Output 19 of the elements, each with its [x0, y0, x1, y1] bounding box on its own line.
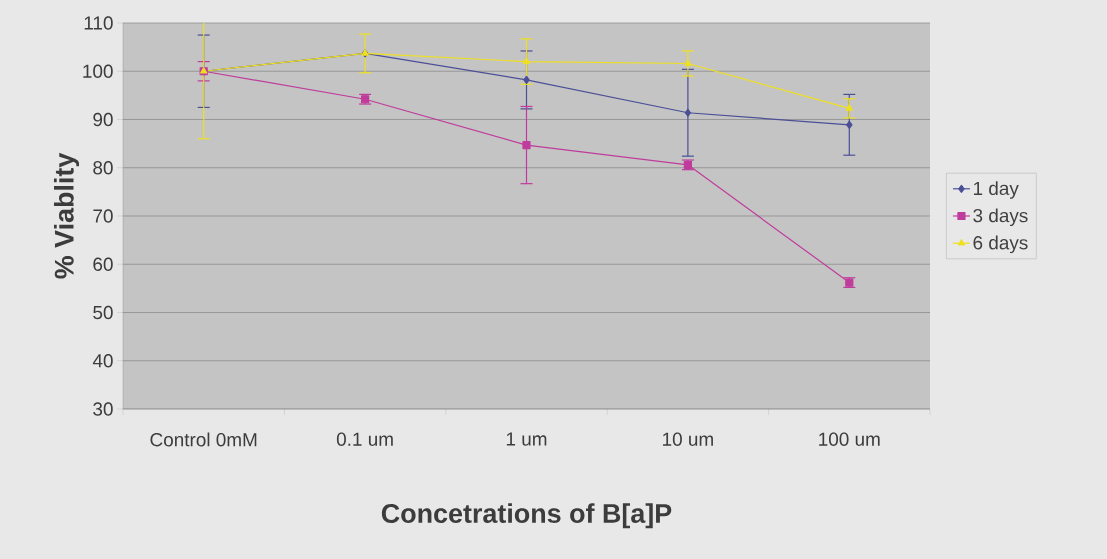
y-tick-label: 110 [84, 16, 113, 30]
y-tick-label: 80 [93, 161, 113, 175]
legend-label: 3 days [973, 208, 1028, 227]
y-tick-label: 40 [92, 354, 113, 368]
y-tick-label: 70 [93, 209, 113, 223]
y-tick-label: 100 [83, 64, 113, 78]
y-tick-label: 30 [93, 402, 113, 416]
x-tick-label: Control 0mM [150, 432, 257, 447]
y-tick-label: 60 [93, 257, 113, 271]
x-tick-label: 1 um [506, 432, 547, 446]
y-tick-label: 90 [93, 112, 113, 127]
x-tick-label: 10 um [663, 432, 713, 446]
y-tick-label: 50 [93, 305, 113, 320]
x-tick-label: 100 um [819, 432, 880, 446]
legend-label: 6 days [973, 235, 1028, 254]
x-tick-label: 0.1 um [336, 432, 393, 446]
legend-label: 1 day [973, 181, 1019, 199]
y-axis-title: % Viablity [53, 152, 80, 279]
x-axis-title: Concetrations of B[a]P [381, 503, 672, 529]
